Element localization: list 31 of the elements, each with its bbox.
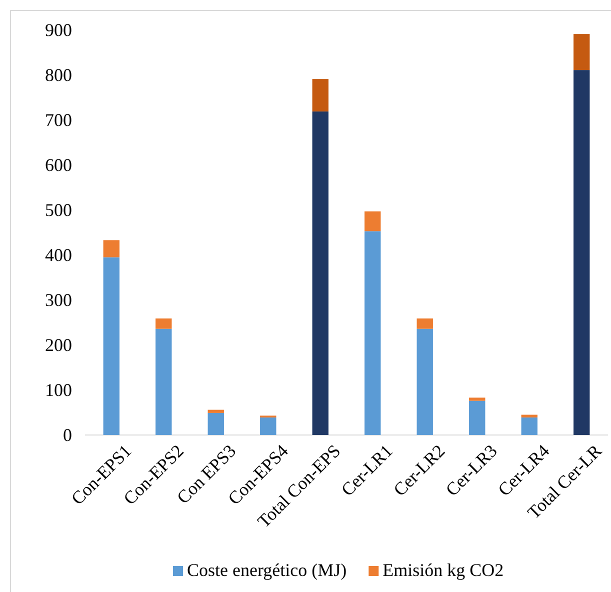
y-tick-label: 0	[63, 424, 72, 445]
bar	[364, 211, 381, 232]
bar	[416, 318, 433, 329]
bar	[469, 398, 486, 401]
y-tick-label: 100	[45, 380, 72, 400]
bar	[574, 70, 590, 435]
y-tick-label: 200	[45, 334, 72, 355]
y-tick-label: 500	[45, 200, 72, 220]
legend-label: Coste energético (MJ)	[187, 560, 347, 580]
y-tick-label: 900	[45, 20, 72, 40]
legend-label: Emisión kg CO2	[382, 560, 504, 580]
bar	[103, 257, 120, 435]
y-tick-label: 600	[45, 154, 72, 175]
bar	[312, 111, 328, 435]
y-tick-label: 300	[45, 290, 72, 310]
bar	[521, 414, 538, 418]
bar	[260, 417, 276, 435]
bar	[574, 34, 590, 70]
bar	[416, 328, 433, 435]
y-tick-label: 700	[45, 110, 72, 130]
bar	[364, 231, 381, 435]
bar	[208, 410, 224, 413]
bar	[469, 400, 486, 435]
y-tick-label: 400	[45, 244, 72, 265]
y-tick-label: 800	[45, 64, 72, 85]
bar	[312, 79, 328, 112]
bar	[156, 318, 172, 329]
bar	[103, 240, 120, 258]
bar	[156, 328, 172, 435]
bar	[521, 417, 538, 435]
bar	[208, 412, 224, 435]
